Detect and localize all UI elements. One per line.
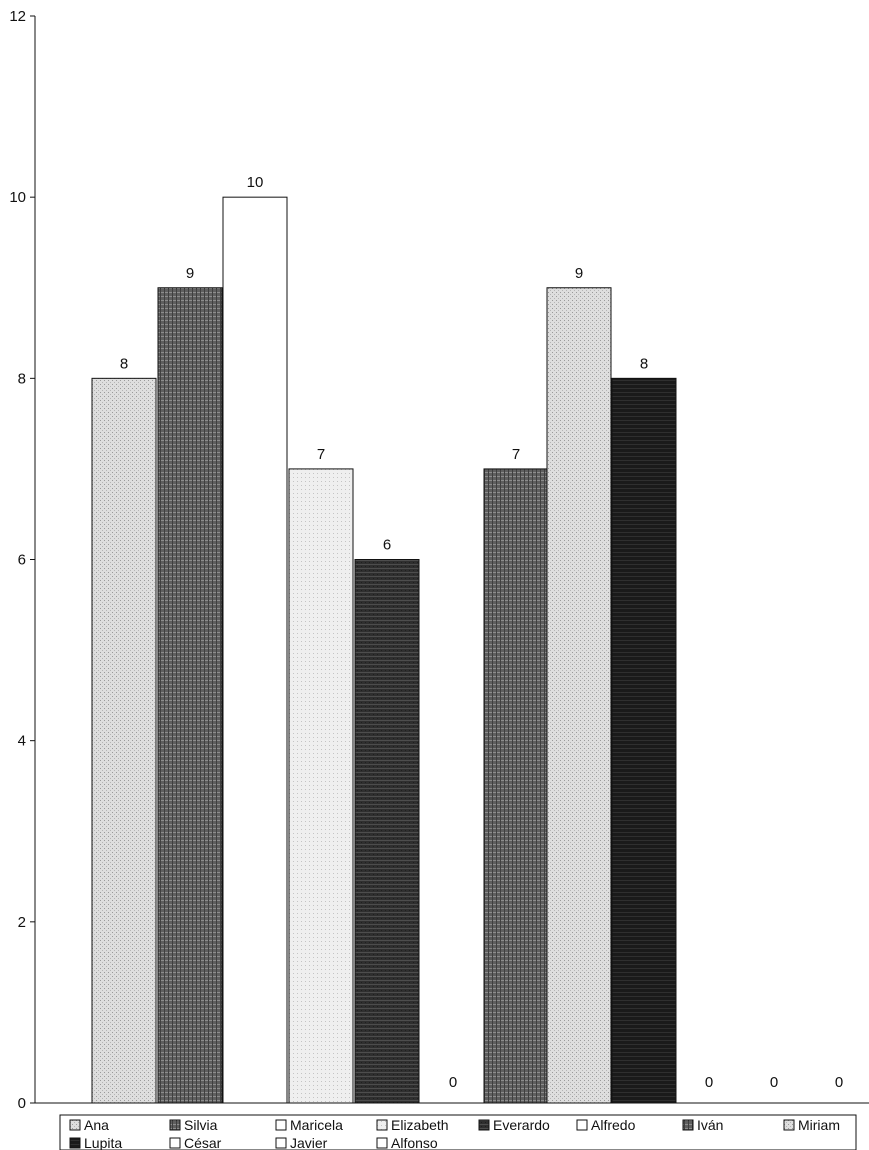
- data-label: 0: [770, 1074, 778, 1091]
- axes: 0 2 4 6 8 10 12: [9, 8, 869, 1112]
- bar-elizabeth: [288, 468, 354, 1104]
- legend-box: [59, 1114, 857, 1150]
- data-label: 6: [383, 537, 391, 554]
- legend-swatch: [169, 1137, 181, 1149]
- y-tick-label: 6: [18, 552, 26, 569]
- y-tick-label: 12: [9, 8, 26, 25]
- data-label: 0: [449, 1074, 457, 1091]
- legend-swatch: [376, 1119, 388, 1131]
- bar-everardo: [354, 559, 420, 1104]
- legend-swatch: [69, 1119, 81, 1131]
- bar-ivan: [483, 468, 549, 1104]
- legend-swatch: [275, 1119, 287, 1131]
- legend-label: Alfonso: [391, 1135, 438, 1150]
- legend-swatch: [682, 1119, 694, 1131]
- data-label: 8: [120, 355, 128, 372]
- legend-label: Elizabeth: [391, 1117, 449, 1133]
- legend-swatch: [275, 1137, 287, 1149]
- y-tick-label: 0: [18, 1095, 26, 1112]
- legend-label: Iván: [697, 1117, 723, 1133]
- legend-label: Javier: [290, 1135, 328, 1150]
- bar-miriam: [546, 287, 612, 1104]
- legend-label: Silvia: [184, 1117, 218, 1133]
- bar-maricela: [222, 196, 288, 1104]
- data-label: 7: [512, 446, 520, 463]
- bar-silvia: [157, 287, 223, 1104]
- legend-swatch: [169, 1119, 181, 1131]
- data-label: 8: [640, 355, 648, 372]
- legend-label: Lupita: [84, 1135, 122, 1150]
- legend-swatch: [576, 1119, 588, 1131]
- legend-label: Alfredo: [591, 1117, 636, 1133]
- data-label: 10: [247, 174, 264, 191]
- bar-lupita: [611, 377, 677, 1104]
- legend-label: Everardo: [493, 1117, 550, 1133]
- plot-area: [91, 196, 677, 1104]
- data-label: 7: [317, 446, 325, 463]
- data-label: 9: [186, 265, 194, 282]
- legend-swatch: [783, 1119, 795, 1131]
- legend-label: Maricela: [290, 1117, 343, 1133]
- y-tick-label: 10: [9, 189, 26, 206]
- legend-label: Ana: [84, 1117, 109, 1133]
- legend: Ana Silvia Maricela Elizabeth Everardo Alfred…: [59, 1114, 857, 1150]
- legend-swatch: [69, 1137, 81, 1149]
- legend-label: Miriam: [798, 1117, 840, 1133]
- y-tick-label: 8: [18, 370, 26, 387]
- data-label: 0: [835, 1074, 843, 1091]
- legend-swatch: [478, 1119, 490, 1131]
- legend-label: César: [184, 1135, 222, 1150]
- y-tick-label: 2: [18, 914, 26, 931]
- data-labels: 8 9 10 7 6 0 7 9 8 0 0 0: [120, 174, 843, 1091]
- y-tick-label: 4: [18, 733, 26, 750]
- data-label: 0: [705, 1074, 713, 1091]
- data-label: 9: [575, 265, 583, 282]
- bar-ana: [91, 377, 157, 1104]
- legend-swatch: [376, 1137, 388, 1149]
